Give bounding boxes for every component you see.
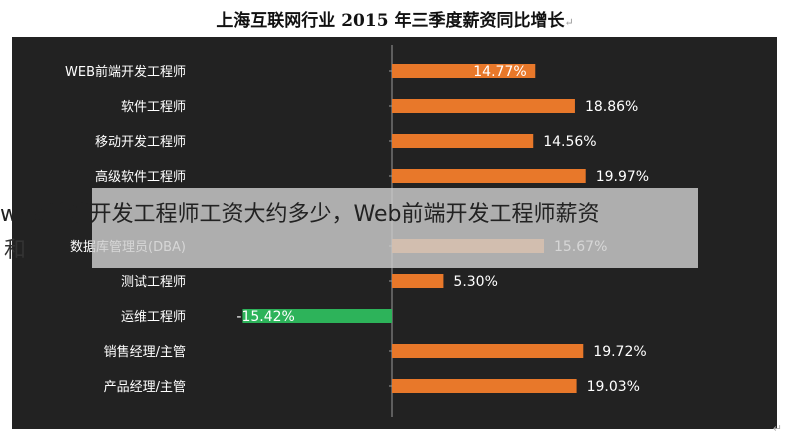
text-overlay-box [92, 188, 698, 268]
data-label: 5.30% [453, 274, 497, 290]
bar [392, 274, 444, 288]
category-label: 高级软件工程师 [95, 169, 186, 185]
bar [392, 379, 577, 393]
bar [392, 134, 534, 148]
category-label: 测试工程师 [121, 275, 186, 290]
data-label: 19.03% [587, 379, 640, 395]
data-label: 19.72% [593, 344, 646, 360]
bar [392, 344, 584, 358]
bar [392, 169, 586, 183]
category-label: 销售经理/主管 [104, 344, 186, 360]
overlay-caption-tail: 和 [4, 238, 27, 263]
data-label: 14.77% [473, 64, 526, 80]
category-label: 移动开发工程师 [95, 134, 186, 150]
category-label: WEB前端开发工程师 [65, 64, 186, 80]
bar [392, 99, 575, 113]
data-label: 19.97% [596, 169, 649, 185]
bar [242, 309, 392, 323]
overlay-caption: web前端开发工程师工资大约多少，Web前端开发工程师薪资 [0, 202, 600, 227]
data-label: 14.56% [543, 134, 596, 150]
category-label: 产品经理/主管 [104, 380, 186, 395]
category-label: 运维工程师 [121, 310, 186, 325]
chart-title: 上海互联网行业 2015 年三季度薪资同比增长↵ [216, 11, 574, 31]
bar [392, 64, 536, 78]
category-label: 软件工程师 [121, 100, 186, 115]
data-label: -15.42% [236, 309, 294, 325]
return-mark-icon: ↵ [564, 16, 574, 29]
data-label: 18.86% [585, 99, 638, 115]
corner-mark: ↵ [772, 422, 782, 435]
bar-chart: WEB前端开发工程师 14.77% 软件工程师 18.86% 移动开发工程师 14.56%… [65, 45, 649, 417]
